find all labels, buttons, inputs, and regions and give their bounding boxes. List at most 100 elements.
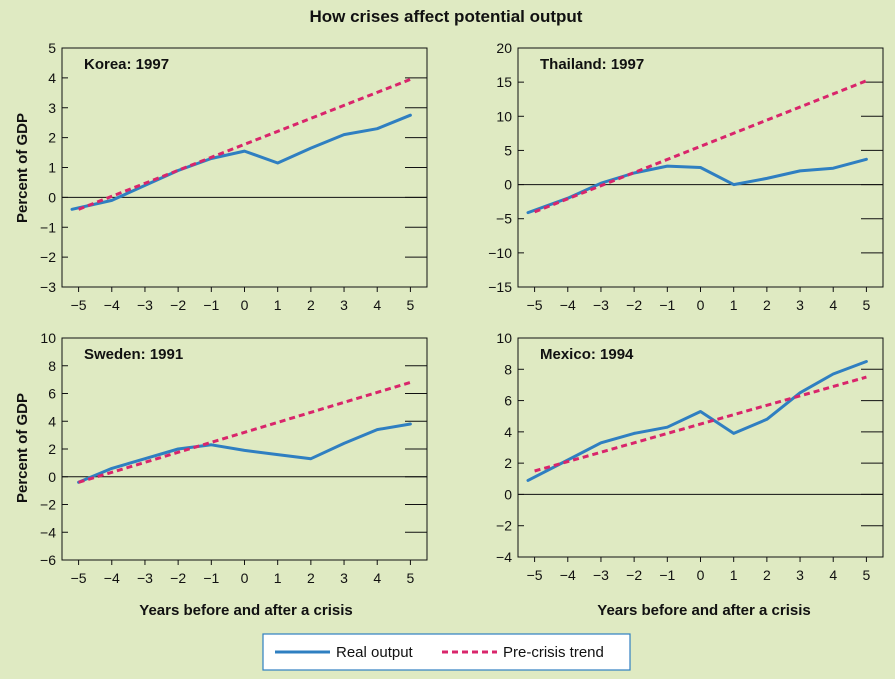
x-tick-label: 1 [274, 297, 282, 313]
y-tick-label: 8 [504, 361, 512, 377]
y-tick-label: 2 [48, 441, 56, 457]
y-tick-label: 15 [496, 74, 512, 90]
x-tick-label: −4 [104, 570, 120, 586]
y-tick-label: −10 [488, 245, 512, 261]
x-tick-label: 2 [307, 297, 315, 313]
x-tick-label: 4 [829, 567, 837, 583]
panel-title: Mexico: 1994 [540, 346, 634, 363]
x-tick-label: 4 [373, 570, 381, 586]
series-line-real-output [526, 360, 868, 482]
x-tick-label: −3 [137, 297, 153, 313]
series-line-real-output [70, 113, 412, 211]
y-tick-label: −4 [40, 524, 56, 540]
panel-0: −3 −2 −1 0 1 2 3 4 5 −5 −4 −3 −2 −1 0 1 2 3 4 5 Korea: 1997 [40, 40, 428, 313]
y-tick-label: 20 [496, 40, 512, 56]
x-tick-label: 2 [307, 570, 315, 586]
x-tick-label: 3 [340, 570, 348, 586]
figure-title: How crises affect potential output [310, 7, 583, 26]
x-tick-label: 3 [796, 567, 804, 583]
x-tick-label: 5 [863, 567, 871, 583]
x-tick-label: 5 [863, 297, 871, 313]
x-tick-label: 1 [730, 567, 738, 583]
y-tick-label: −2 [496, 518, 512, 534]
series-line-real-output [526, 157, 868, 215]
series-line-real-output [77, 422, 412, 484]
legend-pre-crisis-trend-label: Pre-crisis trend [503, 644, 604, 661]
x-tick-label: 5 [407, 297, 415, 313]
panel-title: Thailand: 1997 [540, 56, 644, 73]
x-tick-label: −5 [71, 570, 87, 586]
x-tick-label: 2 [763, 297, 771, 313]
y-tick-label: 0 [48, 469, 56, 485]
y-tick-label: −4 [496, 549, 512, 565]
x-tick-label: −1 [203, 570, 219, 586]
y-tick-label: 10 [40, 330, 56, 346]
x-axis-label-left: Years before and after a crisis [139, 602, 352, 619]
x-tick-label: 3 [796, 297, 804, 313]
y-tick-label: −2 [40, 249, 56, 265]
y-tick-label: 10 [496, 330, 512, 346]
y-tick-label: 4 [48, 70, 56, 86]
y-tick-label: 0 [504, 177, 512, 193]
x-tick-label: −2 [626, 297, 642, 313]
y-tick-label: 6 [504, 393, 512, 409]
x-tick-label: −4 [104, 297, 120, 313]
y-tick-label: −2 [40, 497, 56, 513]
x-tick-label: −5 [71, 297, 87, 313]
x-tick-label: −3 [593, 567, 609, 583]
x-tick-label: 3 [340, 297, 348, 313]
y-tick-label: 6 [48, 386, 56, 402]
y-tick-label: 1 [48, 160, 56, 176]
x-tick-label: 1 [730, 297, 738, 313]
y-tick-label: 3 [48, 100, 56, 116]
y-tick-label: 2 [504, 455, 512, 471]
y-tick-label: 2 [48, 130, 56, 146]
y-tick-label: −1 [40, 219, 56, 235]
panel-2: −6 −4 −2 0 2 4 6 8 10 −5 −4 −3 −2 −1 0 1 2 3 4 5 Sweden: 199… [40, 330, 428, 586]
x-tick-label: 0 [241, 570, 249, 586]
x-tick-label: 4 [373, 297, 381, 313]
y-tick-label: 0 [504, 486, 512, 502]
x-tick-label: −3 [593, 297, 609, 313]
y-tick-label: 4 [504, 424, 512, 440]
y-axis-label-bottom: Percent of GDP [14, 393, 31, 503]
panel-title: Sweden: 1991 [84, 346, 183, 363]
y-tick-label: 0 [48, 189, 56, 205]
y-tick-label: 5 [504, 142, 512, 158]
x-tick-label: −2 [170, 297, 186, 313]
x-tick-label: −1 [659, 567, 675, 583]
series-line-pre-crisis-trend [534, 375, 867, 473]
x-axis-label-right: Years before and after a crisis [597, 602, 810, 619]
y-tick-label: −6 [40, 552, 56, 568]
y-tick-label: −3 [40, 279, 56, 295]
panel-3: −4 −2 0 2 4 6 8 10 −5 −4 −3 −2 −1 0 1 2 3 4 5 Mexico: 1994 [496, 330, 884, 583]
x-tick-label: 0 [697, 567, 705, 583]
x-tick-label: 0 [241, 297, 249, 313]
y-tick-label: −5 [496, 211, 512, 227]
x-tick-label: −2 [170, 570, 186, 586]
x-tick-label: −2 [626, 567, 642, 583]
y-tick-label: 5 [48, 40, 56, 56]
series-line-pre-crisis-trend [78, 380, 411, 484]
y-tick-label: −15 [488, 279, 512, 295]
x-tick-label: −5 [527, 297, 543, 313]
x-tick-label: −3 [137, 570, 153, 586]
y-tick-label: 4 [48, 413, 56, 429]
y-axis-label-top: Percent of GDP [14, 113, 31, 223]
y-tick-label: 8 [48, 358, 56, 374]
x-tick-label: 2 [763, 567, 771, 583]
y-tick-label: 10 [496, 108, 512, 124]
x-tick-label: 0 [697, 297, 705, 313]
x-tick-label: 1 [274, 570, 282, 586]
x-tick-label: −5 [527, 567, 543, 583]
x-tick-label: 4 [829, 297, 837, 313]
x-tick-label: −1 [203, 297, 219, 313]
legend-real-output-label: Real output [336, 644, 414, 661]
panel-title: Korea: 1997 [84, 56, 169, 73]
x-tick-label: −4 [560, 297, 576, 313]
x-tick-label: 5 [407, 570, 415, 586]
